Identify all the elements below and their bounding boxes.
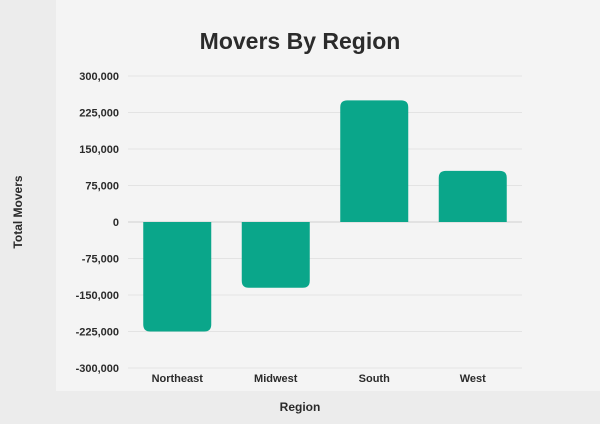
- x-tick-label: Midwest: [254, 373, 298, 385]
- y-tick-label: 150,000: [79, 144, 119, 156]
- y-tick-label: -300,000: [76, 363, 119, 375]
- x-tick-label: West: [460, 373, 486, 385]
- y-tick-label: -75,000: [82, 254, 119, 266]
- y-tick-label: -225,000: [76, 327, 119, 339]
- y-tick-label: -150,000: [76, 290, 119, 302]
- y-tick-label: 300,000: [79, 71, 119, 83]
- x-axis-panel: [0, 391, 600, 424]
- x-tick-label: South: [359, 373, 390, 385]
- bar-northeast: [143, 222, 212, 332]
- y-tick-label: 225,000: [79, 108, 119, 120]
- y-tick-label: 75,000: [85, 181, 119, 193]
- y-tick-label: 0: [113, 217, 119, 229]
- x-tick-label: Northeast: [152, 373, 204, 385]
- chart-title: Movers By Region: [199, 28, 401, 54]
- y-axis-panel: [0, 0, 56, 424]
- bar-west: [438, 170, 507, 222]
- bar-south: [340, 100, 409, 222]
- x-axis-title: Region: [279, 400, 321, 414]
- bar-midwest: [241, 222, 310, 288]
